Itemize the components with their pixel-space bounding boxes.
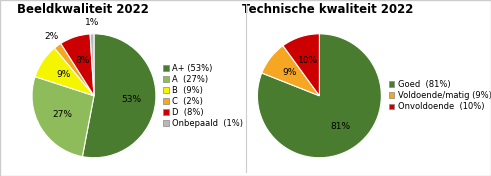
Text: 27%: 27% [52, 110, 72, 119]
Wedge shape [61, 34, 94, 96]
Wedge shape [32, 77, 94, 157]
Text: 9%: 9% [56, 70, 70, 79]
Text: 81%: 81% [330, 122, 351, 131]
Text: Technische kwaliteit 2022: Technische kwaliteit 2022 [242, 3, 413, 16]
Text: 1%: 1% [84, 18, 99, 27]
Wedge shape [262, 46, 319, 96]
Legend: Goed  (81%), Voldoende/matig (9%), Onvoldoende  (10%): Goed (81%), Voldoende/matig (9%), Onvold… [388, 80, 491, 111]
Wedge shape [55, 43, 94, 96]
Legend: A+ (53%), A  (27%), B  (9%), C  (2%), D  (8%), Onbepaald  (1%): A+ (53%), A (27%), B (9%), C (2%), D (8%… [163, 64, 244, 128]
Wedge shape [90, 34, 94, 96]
Wedge shape [82, 34, 156, 158]
Text: 9%: 9% [283, 68, 297, 77]
Text: 53%: 53% [121, 95, 141, 104]
Text: Beeldkwaliteit 2022: Beeldkwaliteit 2022 [17, 3, 148, 16]
Text: 8%: 8% [75, 56, 90, 65]
Wedge shape [35, 48, 94, 96]
Text: 2%: 2% [44, 32, 58, 41]
Wedge shape [283, 34, 319, 96]
Text: 10%: 10% [298, 56, 318, 65]
Wedge shape [257, 34, 382, 158]
